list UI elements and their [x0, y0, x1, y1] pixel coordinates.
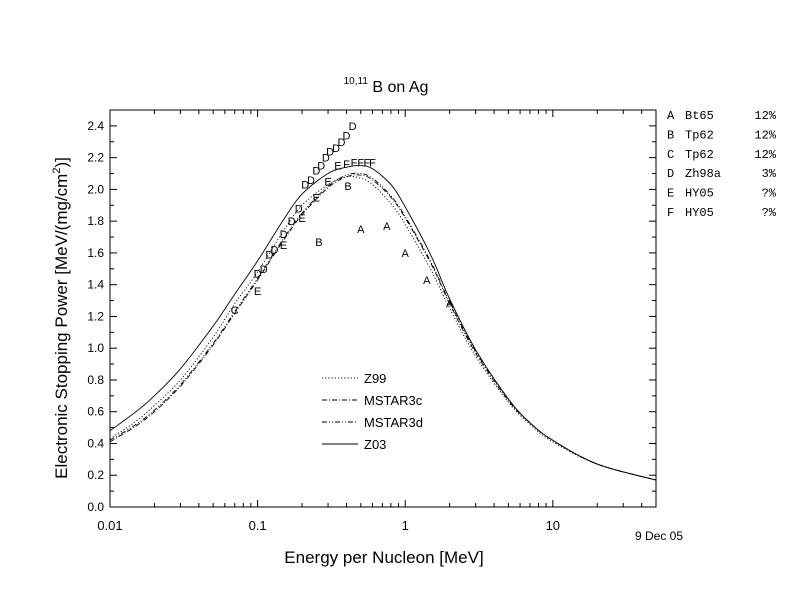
- data-point-e: E: [324, 176, 331, 188]
- data-point-d: D: [260, 264, 268, 276]
- x-axis-label: Energy per Nucleon [MeV]: [284, 548, 483, 567]
- y-tick-label: 1.8: [87, 214, 104, 228]
- data-point-d: D: [317, 161, 325, 173]
- y-axis-ticks: 0.0 0.2 0.4 0.6 0.8 1.0 1.2 1.4 1.6 1.8 2.0 2.2 2.4: [87, 109, 656, 514]
- y-tick-label: 1.2: [87, 309, 104, 323]
- y-tick-label: 0.0: [87, 500, 104, 514]
- x-tick-label: 1: [402, 518, 409, 533]
- legend-label-z03: Z03: [364, 437, 386, 452]
- y-tick-label: 0.2: [87, 468, 104, 482]
- ref-source: HY05: [685, 187, 714, 201]
- y-tick-label: 1.0: [87, 341, 104, 355]
- y-tick-label: 1.4: [87, 278, 104, 292]
- data-point-f: F: [351, 157, 358, 169]
- data-point-c: C: [231, 305, 239, 317]
- ref-code: C: [667, 148, 674, 162]
- series-line-z03: [109, 165, 657, 481]
- chart-title: 10,11 B on Ag: [344, 71, 429, 96]
- reference-key: A Bt65 12% B Tp62 12% C Tp62 12% D Zh98a 3% E HY05 ?% F…: [667, 109, 777, 220]
- data-point-d: D: [322, 153, 330, 165]
- y-tick-label: 0.6: [87, 405, 104, 419]
- ref-error: ?%: [762, 187, 777, 201]
- data-point-d: D: [295, 203, 303, 215]
- ref-error: 3%: [762, 167, 777, 181]
- y-tick-label: 0.8: [87, 373, 104, 387]
- data-point-d: D: [332, 143, 340, 155]
- data-point-d: D: [270, 245, 278, 257]
- y-axis-label-end: )]: [52, 157, 71, 167]
- y-tick-label: 1.6: [87, 246, 104, 260]
- title-main: B on Ag: [372, 79, 428, 96]
- data-point-d: D: [326, 146, 334, 158]
- date-stamp: 9 Dec 05: [635, 529, 683, 543]
- x-tick-label: 10: [546, 518, 560, 533]
- ref-error: ?%: [762, 206, 777, 220]
- data-point-d: D: [307, 175, 315, 187]
- data-point-d: D: [288, 216, 296, 228]
- data-point-d: D: [338, 137, 346, 149]
- data-point-d: D: [254, 269, 262, 281]
- series-layer: [109, 165, 657, 481]
- ref-source: Tp62: [685, 148, 714, 162]
- ref-source: Zh98a: [685, 167, 721, 181]
- data-point-d: D: [312, 165, 320, 177]
- y-tick-label: 2.0: [87, 182, 104, 196]
- data-point-d: D: [343, 130, 351, 142]
- ref-code: B: [667, 128, 674, 142]
- ref-error: 12%: [754, 109, 776, 123]
- title-superscript: 10,11: [344, 76, 369, 87]
- x-tick-label: 0.01: [97, 518, 122, 533]
- ref-code: D: [667, 167, 674, 181]
- data-point-e: E: [334, 161, 341, 173]
- legend-label-z99: Z99: [364, 371, 386, 386]
- ref-error: 12%: [754, 148, 776, 162]
- y-tick-label: 2.2: [87, 151, 104, 165]
- ref-source: Tp62: [685, 128, 714, 142]
- y-axis-label-sup: 2: [51, 168, 63, 174]
- data-point-a: A: [423, 275, 431, 287]
- ref-error: 12%: [754, 128, 776, 142]
- data-point-f: F: [357, 157, 364, 169]
- ref-code: A: [667, 109, 675, 123]
- data-point-e: E: [313, 192, 320, 204]
- data-point-b: B: [315, 237, 322, 249]
- x-tick-label: 0.1: [249, 518, 267, 533]
- series-line-mstar3d: [109, 172, 657, 481]
- x-axis-ticks: 0.01 0.1 1 10: [97, 110, 657, 533]
- data-point-a: A: [402, 248, 410, 260]
- data-point-d: D: [280, 229, 288, 241]
- y-tick-label: 2.4: [87, 119, 104, 133]
- legend-label-mstar3c: MSTAR3c: [364, 393, 423, 408]
- y-axis-label: Electronic Stopping Power [MeV/(mg/cm2)]: [51, 157, 71, 479]
- data-point-d: D: [349, 121, 357, 133]
- data-point-d: D: [301, 180, 309, 192]
- legend-label-mstar3d: MSTAR3d: [364, 415, 423, 430]
- data-point-e: E: [298, 213, 305, 225]
- ref-source: HY05: [685, 206, 714, 220]
- ref-source: Bt65: [685, 109, 714, 123]
- data-point-e: E: [280, 240, 287, 252]
- data-point-e: E: [254, 286, 261, 298]
- data-point-a: A: [357, 224, 365, 236]
- legend: Z99 MSTAR3c MSTAR3d Z03: [322, 371, 423, 452]
- data-point-a: A: [383, 221, 391, 233]
- data-point-f: F: [343, 159, 350, 171]
- series-line-mstar3c: [109, 174, 657, 481]
- y-tick-label: 0.4: [87, 436, 104, 450]
- plot-frame: [109, 109, 657, 508]
- ref-code: F: [667, 206, 674, 220]
- ref-code: E: [667, 187, 674, 201]
- data-point-d: D: [265, 250, 273, 262]
- data-point-a: A: [446, 299, 454, 311]
- y-axis-label-main: Electronic Stopping Power [MeV/(mg/cm: [52, 174, 71, 479]
- data-point-f: F: [364, 157, 371, 169]
- data-point-b: B: [344, 181, 351, 193]
- data-point-f: F: [369, 157, 376, 169]
